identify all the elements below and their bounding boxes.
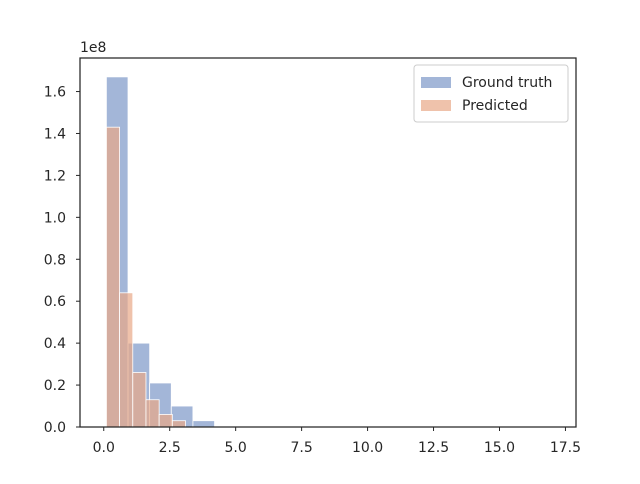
y-tick-label: 0.6 xyxy=(44,294,66,310)
histogram-bar xyxy=(171,420,186,428)
y-tick-label: 1.0 xyxy=(44,210,66,226)
x-tick-label: 5.0 xyxy=(225,440,247,456)
x-tick-label: 10.0 xyxy=(352,440,383,456)
plot-area: 0.0 2.5 5.0 7.5 10.0 12.5 15.0 17.5 0.0 0.2 0.4 0.6… xyxy=(44,40,581,456)
histogram-bar xyxy=(158,414,173,428)
x-tick-label: 2.5 xyxy=(159,440,181,456)
y-tick-label: 0.0 xyxy=(44,420,66,436)
histogram-bar xyxy=(192,420,215,428)
x-tick-label: 12.5 xyxy=(418,440,449,456)
x-tick-label: 7.5 xyxy=(290,440,312,456)
x-tick-label: 15.0 xyxy=(484,440,515,456)
histogram-bar xyxy=(132,372,147,428)
legend-swatch xyxy=(421,100,451,111)
legend-label: Ground truth xyxy=(462,75,552,91)
y-tick-label: 1.2 xyxy=(44,168,66,184)
legend-label: Predicted xyxy=(462,98,528,114)
x-tick-label: 0.0 xyxy=(93,440,115,456)
y-tick-label: 1.6 xyxy=(44,85,66,101)
y-tick-label: 1.4 xyxy=(44,126,66,142)
x-tick-label: 17.5 xyxy=(550,440,581,456)
y-tick-label: 0.2 xyxy=(44,378,66,394)
legend-box xyxy=(413,64,569,123)
y-offset-label: 1e8 xyxy=(80,40,106,56)
histogram-bar xyxy=(119,292,134,428)
axes-frame xyxy=(79,57,577,428)
histogram-bar xyxy=(105,126,120,428)
y-tick-label: 0.4 xyxy=(44,336,66,352)
histogram-bar xyxy=(145,399,160,428)
y-tick-label: 0.8 xyxy=(44,252,66,268)
legend-swatch xyxy=(421,77,451,88)
